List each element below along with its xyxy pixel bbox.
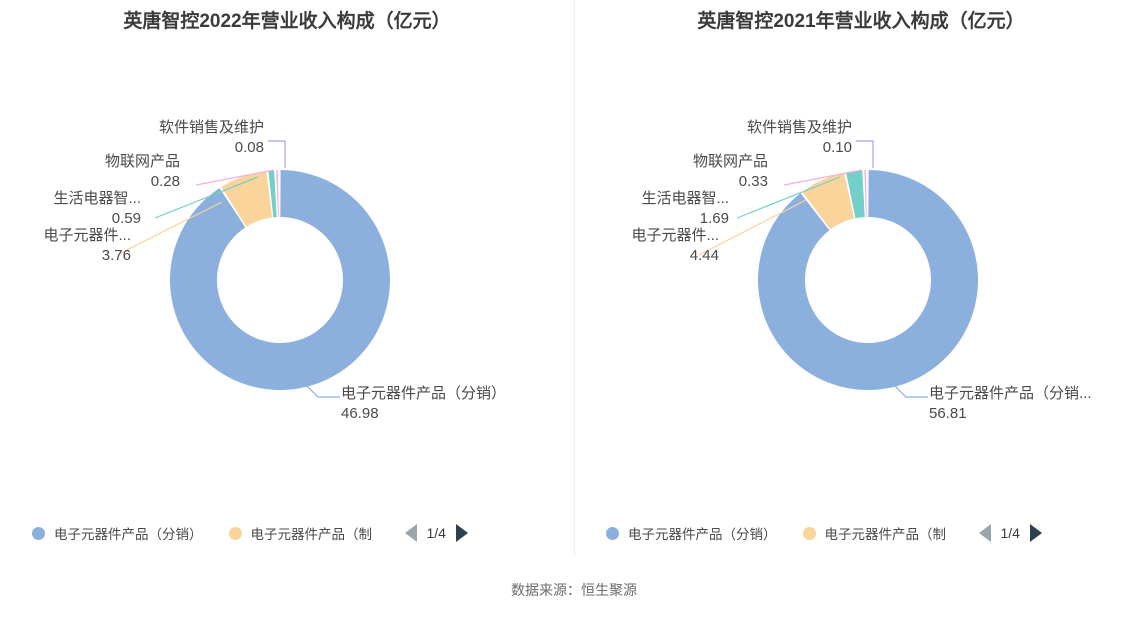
legend-item-manufacture[interactable]: 电子元器件产品（制 <box>802 523 967 543</box>
legend-dot-icon <box>32 526 45 540</box>
chart-title-2021: 英唐智控2021年营业收入构成（亿元） <box>697 11 1025 32</box>
legend-item-distribution[interactable]: 电子元器件产品（分销） <box>32 523 203 543</box>
slice-label-appliance-2021: 生活电器智... 1.69 <box>641 189 729 229</box>
slice-label-name: 电子元器件... <box>43 227 131 244</box>
legend-2022: 电子元器件产品（分销） 电子元器件产品（制 1/4 <box>0 513 574 553</box>
triangle-right-icon[interactable] <box>1029 524 1042 542</box>
triangle-left-icon[interactable] <box>978 524 991 542</box>
slice-label-software-2021: 软件销售及维护 0.10 <box>747 118 852 158</box>
legend-dot-icon <box>228 526 242 540</box>
leader-line-appliance <box>736 176 841 219</box>
triangle-right-icon[interactable] <box>455 524 468 542</box>
slice-label-software-2022: 软件销售及维护 0.08 <box>159 118 264 158</box>
legend-label: 电子元器件产品（分销） <box>628 527 777 542</box>
slice-label-distribution-2022: 电子元器件产品（分销） 46.98 <box>341 384 506 424</box>
slice-label-name: 物联网产品 <box>692 153 768 170</box>
donut-slices <box>170 169 390 390</box>
slice-label-value: 4.44 <box>689 247 719 264</box>
slice-label-name: 软件销售及维护 <box>158 119 264 136</box>
donut-area-2022: 软件销售及维护 0.08 物联网产品 0.28 生活电器智... 0.59 电子… <box>0 0 574 470</box>
leader-line-manufacture <box>116 201 223 256</box>
slice-label-name: 电子元器件产品（分销... <box>929 385 1092 402</box>
slice-label-value: 0.10 <box>822 139 852 156</box>
slice-label-value: 0.28 <box>150 173 180 190</box>
legend-2021: 电子元器件产品（分销） 电子元器件产品（制 1/4 <box>574 513 1148 553</box>
legend-dot-icon <box>802 526 816 540</box>
slice-label-name: 生活电器智... <box>641 190 729 207</box>
legend-dot-icon <box>606 526 619 540</box>
donut-slice[interactable] <box>268 170 277 218</box>
source-note: 数据来源：恒生聚源 <box>511 582 637 598</box>
legend-page-indicator: 1/4 <box>1000 525 1020 541</box>
donut-chart-2022 <box>116 140 390 398</box>
leader-line-iot <box>195 169 275 186</box>
donut-area-2021: 软件销售及维护 0.10 物联网产品 0.33 生活电器智... 1.69 电子… <box>574 0 1148 470</box>
slice-label-name: 软件销售及维护 <box>746 119 852 136</box>
legend-item-manufacture[interactable]: 电子元器件产品（制 <box>228 523 393 543</box>
donut-slice[interactable] <box>170 170 390 390</box>
panel-divider <box>574 0 575 556</box>
slice-label-distribution-2021: 电子元器件产品（分销... 56.81 <box>929 384 1092 424</box>
slice-label-name: 电子元器件... <box>631 227 719 244</box>
leader-line-iot <box>783 169 863 186</box>
leader-line-appliance <box>154 176 259 219</box>
legend-item-distribution[interactable]: 电子元器件产品（分销） <box>606 523 777 543</box>
leader-lines <box>698 140 928 398</box>
legend-label: 电子元器件产品（分销） <box>54 527 203 542</box>
slice-label-iot-2021: 物联网产品 0.33 <box>693 152 768 192</box>
donut-slice[interactable] <box>276 170 279 218</box>
slice-label-manufacture-2022: 电子元器件... 3.76 <box>43 226 131 266</box>
donut-chart-2021 <box>698 140 978 398</box>
slice-label-manufacture-2021: 电子元器件... 4.44 <box>631 226 719 266</box>
slice-label-value: 1.69 <box>699 210 729 227</box>
leader-line-distribution <box>888 379 928 398</box>
slice-label-name: 电子元器件产品（分销） <box>341 385 507 402</box>
leader-line-software <box>268 140 286 168</box>
slice-label-name: 生活电器智... <box>53 190 141 207</box>
slice-label-value: 0.08 <box>234 139 264 156</box>
legend-page-indicator: 1/4 <box>426 525 446 541</box>
slice-label-value: 0.59 <box>111 210 141 227</box>
legend-pager-2022: 1/4 <box>404 524 468 542</box>
donut-slices <box>758 170 978 390</box>
slice-label-value: 46.98 <box>341 405 379 422</box>
legend-label: 电子元器件产品（制 <box>824 527 947 542</box>
leader-line-distribution <box>300 379 340 398</box>
slice-label-value: 0.33 <box>738 173 768 190</box>
chart-panel-2021: 英唐智控2021年营业收入构成（亿元） 软件销售及维护 0.10 物联网产品 0… <box>574 0 1148 556</box>
leader-line-manufacture <box>698 199 807 256</box>
donut-slice[interactable] <box>758 170 978 390</box>
donut-slice[interactable] <box>846 170 865 219</box>
leader-line-software <box>856 140 874 168</box>
donut-slice[interactable] <box>864 170 867 218</box>
slice-label-name: 物联网产品 <box>104 153 180 170</box>
chart-panel-2022: 英唐智控2022年营业收入构成（亿元） 软件销售及维护 0.08 <box>0 0 574 556</box>
chart-title-2022: 英唐智控2022年营业收入构成（亿元） <box>123 11 451 32</box>
donut-slice[interactable] <box>221 170 273 227</box>
legend-label: 电子元器件产品（制 <box>250 527 373 542</box>
legend-pager-2021: 1/4 <box>978 524 1042 542</box>
slice-label-appliance-2022: 生活电器智... 0.59 <box>53 189 141 229</box>
slice-label-iot-2022: 物联网产品 0.28 <box>105 152 180 192</box>
slice-label-value: 3.76 <box>101 247 131 264</box>
slice-label-value: 56.81 <box>929 405 967 422</box>
triangle-left-icon[interactable] <box>404 524 417 542</box>
leader-lines <box>116 140 340 398</box>
